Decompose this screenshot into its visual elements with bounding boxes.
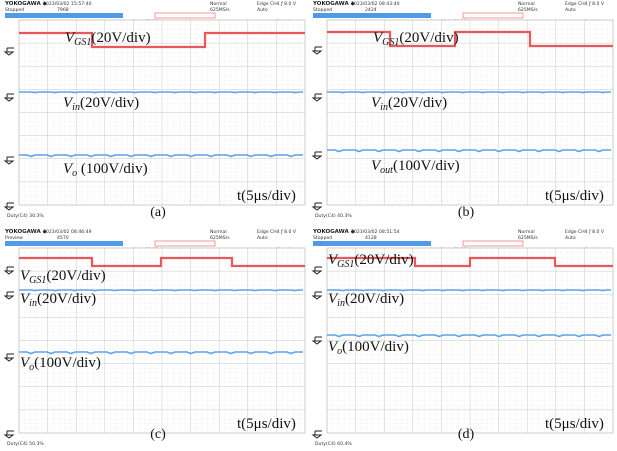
channel-bar (155, 241, 215, 246)
ground-marker (5, 48, 14, 55)
ground-marker (313, 47, 322, 54)
trace-scale: (20V/div) (388, 95, 447, 111)
trigger: Edge CH4 ƒ 8.0 V (257, 1, 297, 7)
ground-marker (313, 267, 322, 274)
sample-rate: 625MS/s (210, 7, 230, 13)
timestamp: 2023/03/02 08:46:49 (43, 229, 92, 235)
channel-bar (5, 241, 123, 246)
channel-bar (463, 13, 523, 18)
state: Preview (5, 235, 23, 241)
time-axis-label: t(5μs/div) (545, 416, 604, 432)
panel-label: (d) (458, 427, 475, 442)
count: 4128 (365, 235, 377, 241)
trace-subscript: in (72, 102, 80, 113)
trigger-mode: Normal (518, 229, 535, 235)
acquisition: Auto (257, 7, 268, 13)
trace-subscript: in (337, 298, 345, 309)
state: Stopped (313, 7, 332, 13)
trace-scale: (20V/div) (345, 291, 404, 307)
sample-rate: 625MS/s (518, 235, 538, 241)
scope-panel: YOKOGAWA ◆2023/03/02 08:46:49 Preview 4570… (4, 229, 305, 447)
brand: YOKOGAWA ◆ (4, 1, 48, 7)
count: 2424 (365, 7, 377, 13)
trigger: Edge CH4 ƒ 8.0 V (565, 1, 605, 7)
duty: Duty(C4) 30.3% (7, 213, 44, 219)
timestamp: 2023/03/02 08:51:54 (351, 229, 400, 235)
scope-panel: YOKOGAWA ◆2023/03/02 08:43:40 Stopped 2424… (312, 1, 613, 220)
timestamp: 2023/03/02 15:57:40 (43, 1, 92, 7)
ground-marker (5, 203, 14, 210)
trace-scale: (100V/div) (77, 161, 147, 177)
trace-subscript: GS1 (337, 259, 354, 270)
acquisition: Auto (565, 235, 576, 241)
ground-marker (313, 431, 322, 438)
brand: YOKOGAWA ◆ (312, 1, 356, 7)
ground-marker (5, 431, 14, 438)
trace-scale: (20V/div) (80, 95, 139, 111)
ground-marker (313, 337, 322, 344)
scope-panel: YOKOGAWA ◆2023/03/02 15:57:40 Stopped 7968… (4, 1, 305, 220)
trace-subscript: in (380, 102, 388, 113)
count: 4570 (57, 235, 69, 241)
trace-scale: (20V/div) (37, 291, 96, 307)
sample-rate: 625MS/s (518, 7, 538, 13)
acquisition: Auto (257, 235, 268, 241)
state: Stopped (313, 235, 332, 241)
ground-marker (313, 203, 322, 210)
time-axis-label: t(5μs/div) (237, 188, 296, 204)
ground-marker (5, 157, 14, 164)
count: 7968 (57, 7, 69, 13)
figure: YOKOGAWA ◆2023/03/02 15:57:40Stopped7968… (0, 0, 617, 451)
ground-marker (5, 292, 14, 299)
timestamp: 2023/03/02 08:43:40 (351, 1, 400, 7)
panel-label: (a) (150, 205, 166, 220)
trace-subscript: out (380, 165, 393, 176)
brand: YOKOGAWA ◆ (4, 229, 48, 235)
time-axis-label: t(5μs/div) (545, 188, 604, 204)
scope-panel: YOKOGAWA ◆2023/03/02 08:51:54 Stopped 4128… (312, 229, 613, 447)
ground-marker (313, 94, 322, 101)
channel-bar (313, 13, 431, 18)
ground-marker (5, 354, 14, 361)
trace-subscript: GS1 (382, 37, 399, 48)
state: Stopped (5, 7, 24, 13)
trigger: Edge CH4 ƒ 8.0 V (257, 229, 297, 235)
duty: Duty(C4) 40.3% (315, 213, 352, 219)
channel-bar (5, 13, 123, 18)
trigger-mode: Normal (518, 1, 535, 7)
trace-scale: (100V/div) (342, 339, 409, 355)
ground-marker (313, 152, 322, 159)
trigger-mode: Normal (210, 229, 227, 235)
time-axis-label: t(5μs/div) (237, 416, 296, 432)
duty: Duty(C4) 50.3% (7, 441, 44, 447)
trace-scale: (20V/div) (46, 268, 105, 284)
sample-rate: 625MS/s (210, 235, 230, 241)
channel-bar (463, 241, 523, 246)
trace-scale: (100V/div) (34, 355, 101, 371)
trace-scale: (20V/div) (91, 30, 150, 46)
channel-bar (155, 13, 215, 18)
duty: Duty(C4) 60.4% (315, 441, 352, 447)
trace-scale: (20V/div) (354, 252, 413, 268)
trigger: Edge CH4 ƒ 8.0 V (565, 229, 605, 235)
panel-label: (c) (150, 427, 166, 442)
voltage-trace (19, 92, 303, 93)
trace-subscript: in (29, 298, 37, 309)
panel-label: (b) (458, 205, 475, 220)
ground-marker (5, 267, 14, 274)
brand: YOKOGAWA ◆ (312, 229, 356, 235)
trace-scale: (100V/div) (393, 158, 460, 174)
ground-marker (5, 94, 14, 101)
trace-subscript: GS1 (29, 275, 46, 286)
trigger-mode: Normal (210, 1, 227, 7)
trace-subscript: GS1 (74, 37, 91, 48)
trace-scale: (20V/div) (399, 30, 458, 46)
acquisition: Auto (565, 7, 576, 13)
ground-marker (313, 292, 322, 299)
voltage-trace (327, 92, 611, 93)
channel-bar (313, 241, 431, 246)
